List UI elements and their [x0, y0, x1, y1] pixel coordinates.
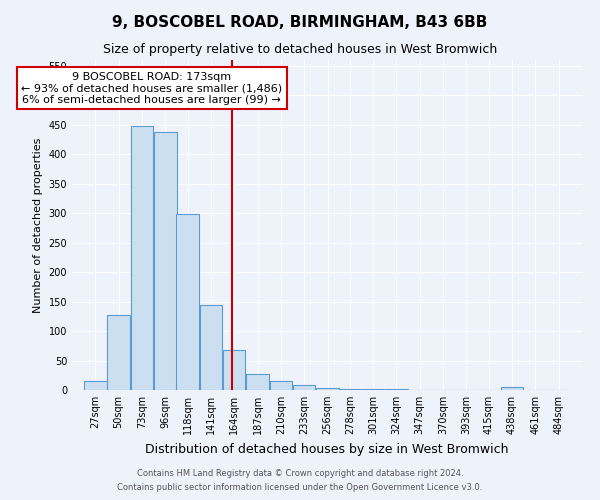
Bar: [223, 350, 245, 390]
Text: 9, BOSCOBEL ROAD, BIRMINGHAM, B43 6BB: 9, BOSCOBEL ROAD, BIRMINGHAM, B43 6BB: [112, 15, 488, 30]
Y-axis label: Number of detached properties: Number of detached properties: [33, 138, 43, 312]
Text: Size of property relative to detached houses in West Bromwich: Size of property relative to detached ho…: [103, 42, 497, 56]
Bar: [107, 314, 130, 390]
Bar: [176, 214, 199, 390]
Text: Contains public sector information licensed under the Open Government Licence v3: Contains public sector information licen…: [118, 484, 482, 492]
Bar: [316, 388, 339, 390]
Text: Contains HM Land Registry data © Crown copyright and database right 2024.: Contains HM Land Registry data © Crown c…: [137, 468, 463, 477]
Text: 9 BOSCOBEL ROAD: 173sqm
← 93% of detached houses are smaller (1,486)
6% of semi-: 9 BOSCOBEL ROAD: 173sqm ← 93% of detache…: [21, 72, 283, 105]
Bar: [338, 389, 361, 390]
Bar: [293, 386, 316, 390]
Bar: [246, 374, 269, 390]
Bar: [154, 132, 176, 390]
X-axis label: Distribution of detached houses by size in West Bromwich: Distribution of detached houses by size …: [145, 442, 509, 456]
Bar: [501, 387, 523, 390]
Bar: [84, 381, 107, 390]
Bar: [200, 304, 222, 390]
Bar: [131, 126, 153, 390]
Bar: [269, 380, 292, 390]
